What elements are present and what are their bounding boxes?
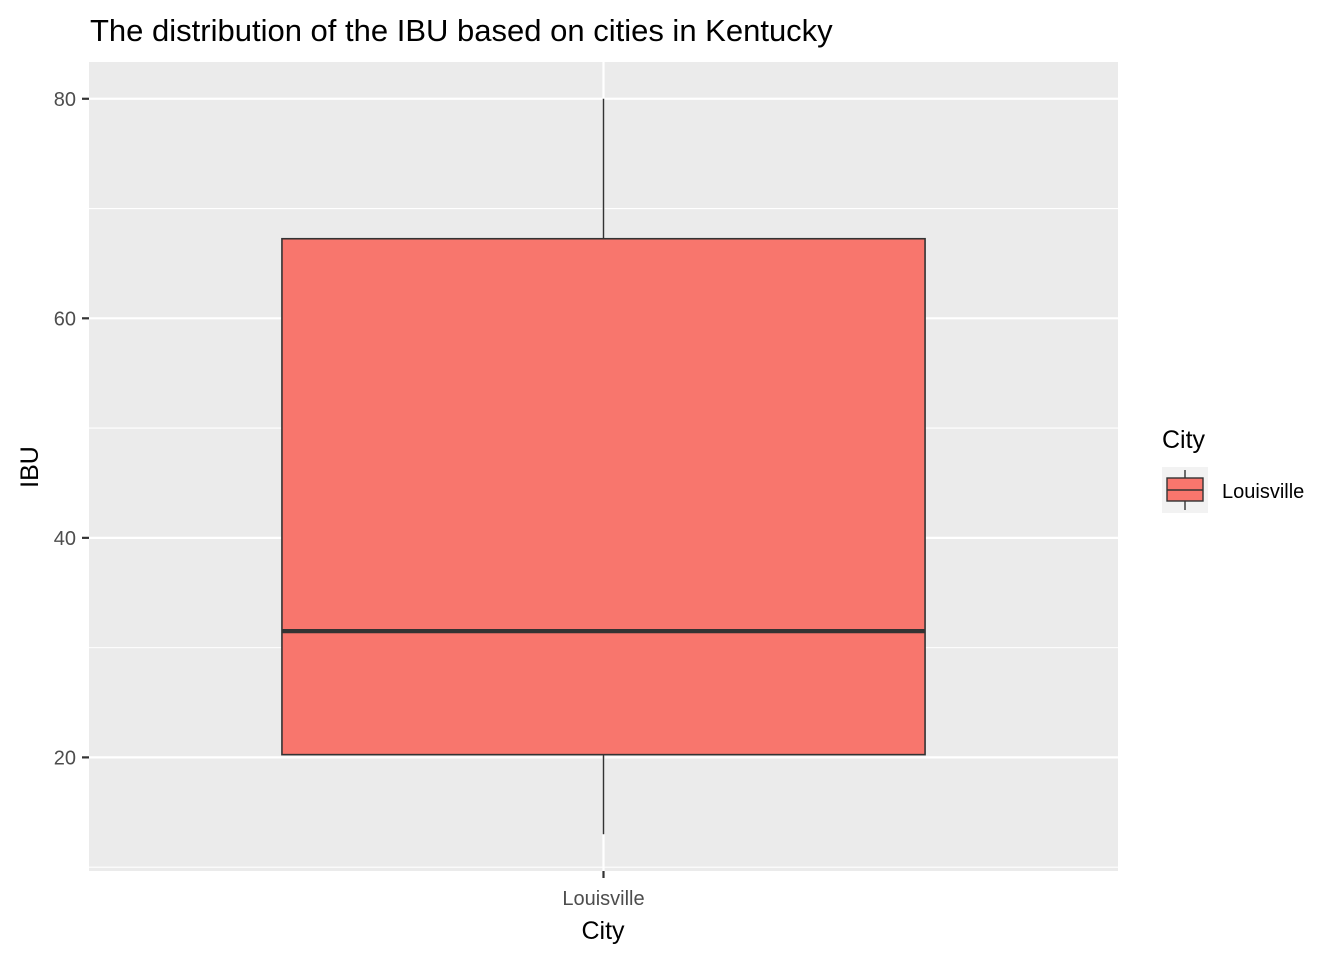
legend-title: City bbox=[1162, 426, 1206, 454]
y-tick-label: 40 bbox=[54, 528, 76, 550]
y-tick-label: 20 bbox=[54, 747, 76, 769]
y-axis: 20 40 60 80 bbox=[54, 89, 89, 769]
chart-title: The distribution of the IBU based on cit… bbox=[90, 13, 833, 48]
legend: City Louisville bbox=[1162, 426, 1304, 513]
y-tick-label: 80 bbox=[54, 89, 76, 111]
legend-entries: Louisville bbox=[1162, 467, 1304, 513]
x-axis-title: City bbox=[581, 917, 625, 945]
x-axis: Louisville bbox=[562, 871, 645, 910]
x-tick-label: Louisville bbox=[562, 888, 644, 910]
boxplot-layer bbox=[281, 98, 926, 835]
legend-label: Louisville bbox=[1222, 481, 1304, 503]
y-tick-label: 60 bbox=[54, 308, 76, 330]
y-axis-title: IBU bbox=[16, 446, 44, 488]
box-iqr bbox=[281, 237, 926, 756]
